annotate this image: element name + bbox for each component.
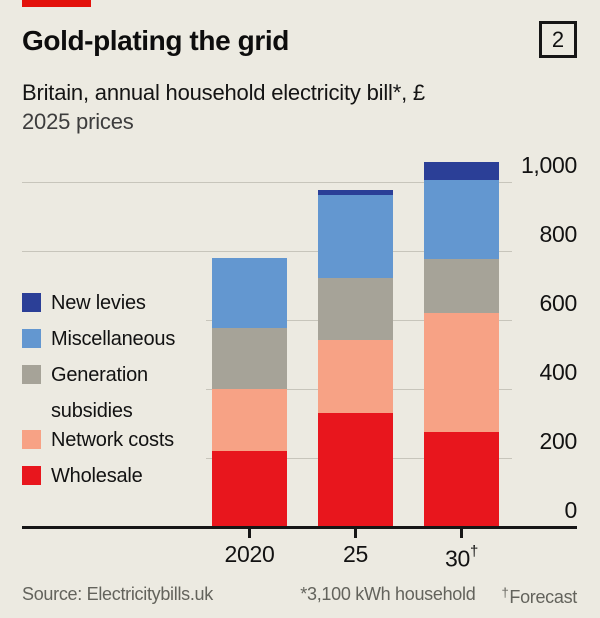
gridline-1000 [22,181,512,183]
legend-swatch-new-levies [22,293,41,312]
bar-segment-new-levies-25 [318,190,393,196]
chart-subtitle-line2: 2025 prices [22,109,134,134]
legend-label: Network costs [51,429,174,451]
source-note: Source: Electricitybills.uk [22,584,213,604]
chart-subtitle: Britain, annual household electricity bi… [22,80,425,105]
legend-label: Wholesale [51,465,143,487]
x-axis-tick-25 [354,529,357,538]
legend-swatch-miscellaneous [22,329,41,348]
bar-segment-wholesale-2020 [212,450,287,527]
bar-segment-generation-subsidies-25 [318,278,393,341]
footnote-forecast: †Forecast [501,585,577,607]
legend-label: New levies [51,292,146,314]
x-axis-tick-30 [460,529,463,538]
chart-title: Gold-plating the grid [22,25,289,56]
bar-segment-generation-subsidies-30 [424,259,499,313]
legend-swatch-wholesale [22,466,41,485]
chart-index-box: 2 [539,21,577,58]
legend-item-generation-subsidies: Generation subsidies [22,364,201,429]
bar-segment-miscellaneous-25 [318,195,393,279]
legend-item-miscellaneous: Miscellaneous [22,328,201,357]
legend-item-new-levies: New levies [22,292,201,321]
footnote-household: *3,100 kWh household [300,584,476,604]
bar-segment-generation-subsidies-2020 [212,328,287,389]
y-axis-label-1000: 1,000 [520,151,577,178]
dagger-symbol: † [501,585,509,600]
y-axis-label-800: 800 [539,220,578,247]
bar-segment-wholesale-25 [318,412,393,527]
y-axis-label-200: 200 [539,427,578,454]
x-axis-label-25: 25 [343,541,368,567]
bar-segment-wholesale-30 [424,431,499,527]
y-axis-label-0: 0 [564,497,578,523]
bar-segment-network-costs-30 [424,312,499,432]
bar-segment-network-costs-2020 [212,388,287,451]
legend-swatch-network-costs [22,430,41,449]
bar-segment-new-levies-30 [424,162,499,180]
x-axis-label-30: 30† [444,543,479,572]
footnotes: *3,100 kWh household †Forecast [300,584,577,608]
legend-swatch-generation-subsidies [22,365,41,384]
legend-item-network-costs: Network costs [22,429,201,458]
legend-label: Generation subsidies [51,364,148,422]
x-axis-tick-2020 [248,529,251,538]
legend: New levies Miscellaneous Generation subsid… [16,283,206,497]
bar-segment-network-costs-25 [318,340,393,413]
x-axis-label-2020: 2020 [224,541,275,567]
legend-label: Miscellaneous [51,328,176,350]
forecast-dagger: † [469,543,479,560]
brand-red-tab [22,0,91,7]
bar-segment-miscellaneous-30 [424,179,499,260]
chart-index-number: 2 [551,26,565,52]
legend-item-wholesale: Wholesale [22,465,201,494]
y-axis-label-600: 600 [539,289,578,316]
x-axis-line [22,526,577,529]
y-axis-label-400: 400 [539,358,578,385]
gridline-800 [22,250,512,253]
bar-segment-miscellaneous-2020 [212,257,287,329]
